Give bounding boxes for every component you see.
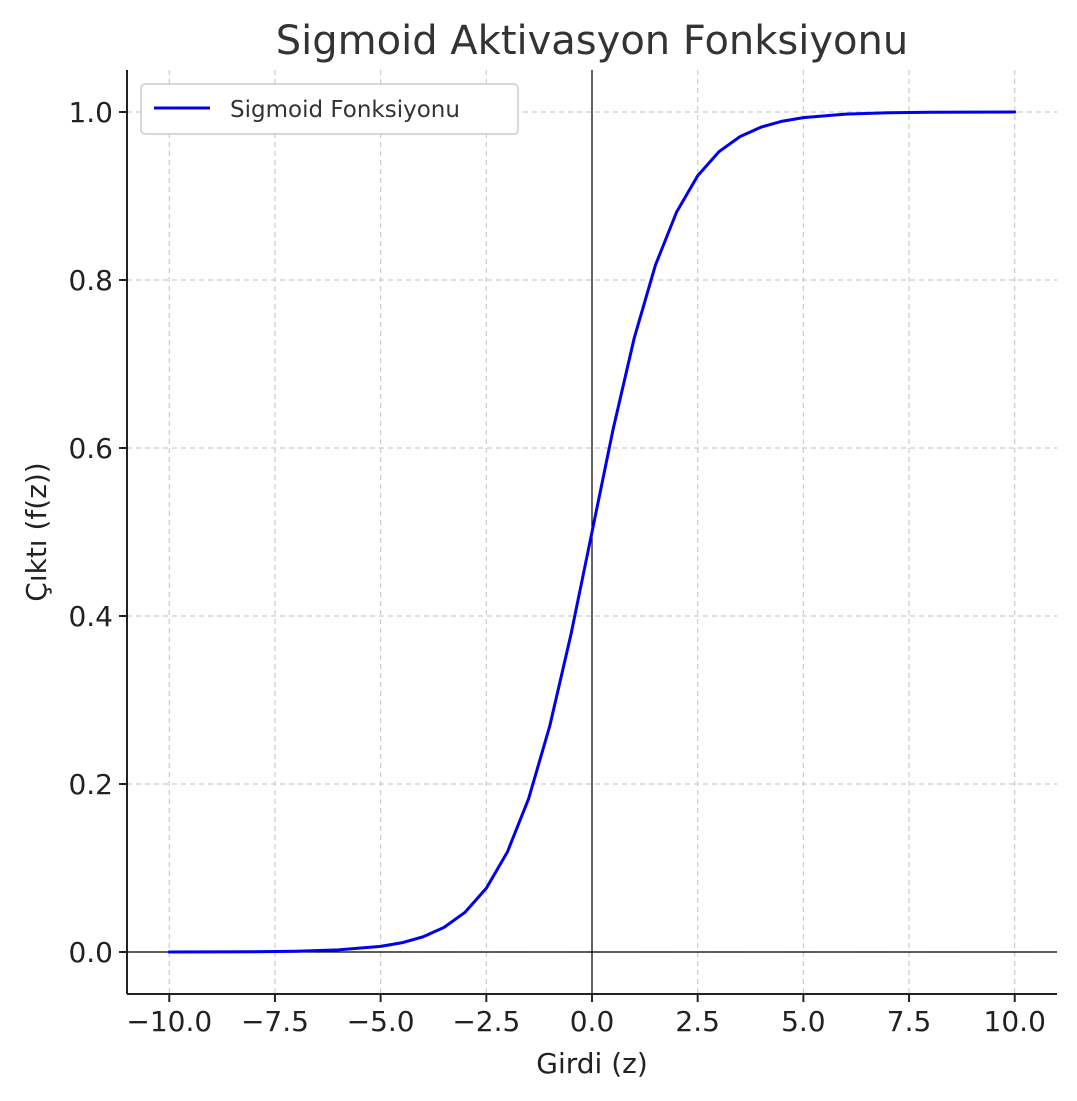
y-tick-label: 0.2 bbox=[68, 768, 113, 801]
x-tick-label: −10.0 bbox=[126, 1005, 212, 1038]
series-line-0 bbox=[167, 110, 1017, 954]
y-tick-label: 0.0 bbox=[68, 936, 113, 969]
y-tick-label: 0.8 bbox=[68, 264, 113, 297]
y-tick-label: 0.6 bbox=[68, 432, 113, 465]
y-ticks: 0.0 0.2 0.4 0.6 0.8 1.0 bbox=[68, 96, 127, 969]
x-tick-label: 10.0 bbox=[984, 1005, 1046, 1038]
x-tick-label: 2.5 bbox=[675, 1005, 720, 1038]
legend-box bbox=[140, 83, 519, 135]
x-tick-label: 7.5 bbox=[887, 1005, 932, 1038]
y-tick-label: 1.0 bbox=[68, 96, 113, 129]
chart-title: Sigmoid Aktivasyon Fonksiyonu bbox=[276, 18, 908, 64]
y-axis-title: Çıktı (f(z)) bbox=[20, 462, 53, 601]
x-tick-label: 5.0 bbox=[781, 1005, 826, 1038]
x-tick-label: −7.5 bbox=[241, 1005, 309, 1038]
legend: Sigmoid Fonksiyonu bbox=[140, 83, 519, 135]
plot-area bbox=[167, 110, 1017, 954]
x-tick-label: 0.0 bbox=[570, 1005, 615, 1038]
x-axis-title: Girdi (z) bbox=[536, 1047, 648, 1080]
x-ticks: −10.0 −7.5 −5.0 −2.5 0.0 2.5 5.0 7.5 10.0 bbox=[126, 994, 1046, 1038]
x-tick-label: −5.0 bbox=[347, 1005, 415, 1038]
y-tick-label: 0.4 bbox=[68, 600, 113, 633]
legend-label: Sigmoid Fonksiyonu bbox=[230, 97, 460, 123]
x-tick-label: −2.5 bbox=[452, 1005, 520, 1038]
